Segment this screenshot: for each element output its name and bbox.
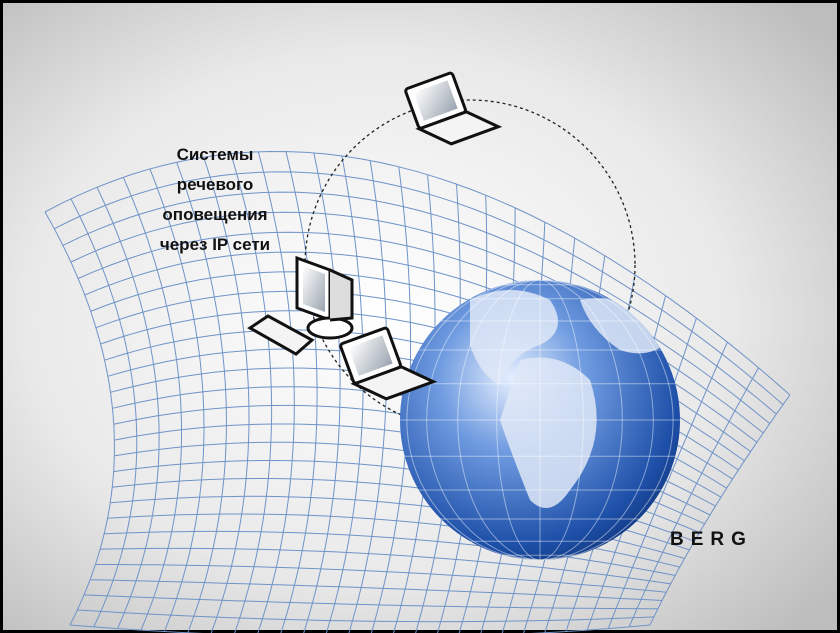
mesh-line — [607, 341, 728, 629]
brand: BERG — [670, 529, 753, 550]
mesh-line — [95, 564, 667, 593]
globe-meridian — [496, 280, 541, 560]
mesh-line — [84, 594, 658, 610]
mesh-line — [104, 530, 676, 576]
globe-meridian — [539, 280, 654, 560]
mesh-line — [628, 367, 760, 627]
caption-line: Системы — [177, 145, 254, 164]
mesh-line — [649, 394, 791, 626]
caption-line: оповещения — [162, 205, 267, 224]
caption-line: речевого — [177, 175, 254, 194]
mesh-line — [100, 547, 671, 585]
laptop-top — [404, 71, 503, 146]
globe-meridian — [406, 280, 541, 560]
desktop-monitor — [295, 255, 354, 340]
caption-line: через IP сети — [160, 235, 270, 254]
globe — [400, 280, 680, 560]
mesh-line — [90, 579, 663, 601]
mesh-line — [69, 624, 651, 633]
globe-meridian — [457, 280, 541, 560]
globe-meridian — [539, 280, 584, 560]
globe-meridian — [539, 280, 623, 560]
laptop-bottom — [339, 326, 438, 401]
globe-meridian — [539, 280, 674, 560]
globe-meridian — [426, 280, 541, 560]
keyboard — [247, 314, 315, 356]
mesh-line — [77, 609, 654, 623]
